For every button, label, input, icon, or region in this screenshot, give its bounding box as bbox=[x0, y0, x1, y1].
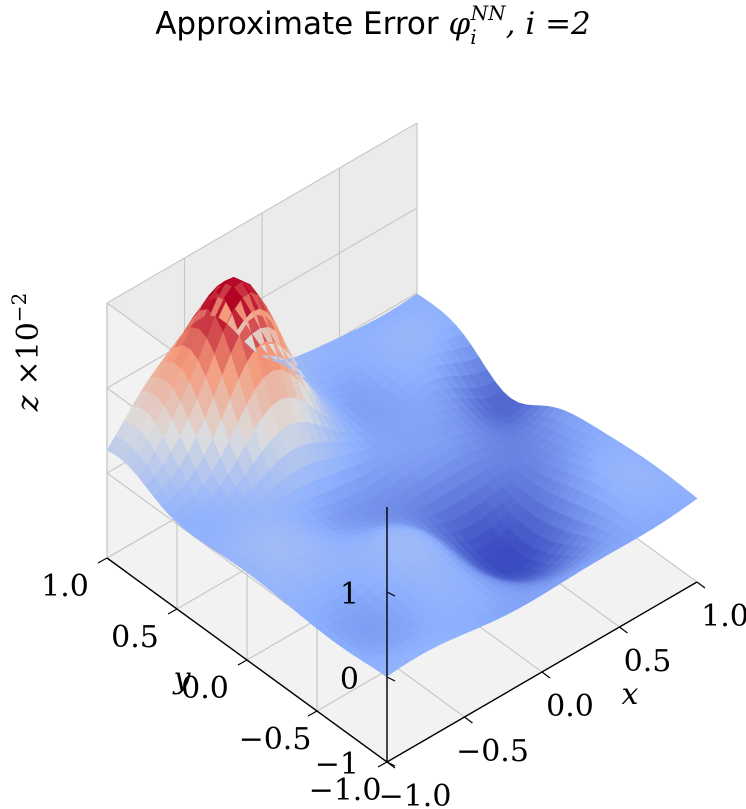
x-tick-label: 0.5 bbox=[624, 644, 672, 679]
z-axis-label: z ×10−2 bbox=[7, 293, 46, 413]
y-tick-label: 0.0 bbox=[181, 671, 229, 706]
error-surface bbox=[106, 276, 698, 677]
z-tick-label: 0 bbox=[340, 662, 359, 697]
z-tick-mark bbox=[386, 591, 396, 597]
y-tick-label: 1.0 bbox=[41, 569, 89, 604]
title-subscript: i bbox=[470, 25, 476, 49]
y-tick-mark bbox=[97, 557, 108, 564]
surface-patch bbox=[680, 491, 698, 506]
y-tick-label: 0.5 bbox=[111, 620, 159, 655]
title-text: Approximate Error bbox=[155, 6, 448, 42]
z-tick-label: −1 bbox=[315, 747, 359, 782]
chart-title: Approximate Error φiNN, i =2 bbox=[155, 1, 591, 49]
y-tick-label: −1.0 bbox=[309, 773, 382, 808]
z-axis-label-var: z bbox=[11, 395, 46, 412]
y-tick-mark bbox=[237, 659, 248, 666]
z-axis-label-mult: ×10 bbox=[11, 322, 46, 385]
tick-labels: −1.0−0.50.00.51.0−1.0−0.50.00.51.0−101 bbox=[41, 557, 746, 809]
y-tick-mark bbox=[377, 761, 388, 768]
x-tick-mark bbox=[541, 671, 551, 679]
y-axis-label: y bbox=[172, 661, 192, 696]
y-tick-mark bbox=[307, 710, 318, 717]
y-tick-mark bbox=[167, 608, 178, 615]
z-tick-mark bbox=[386, 676, 396, 682]
grid-line-z-wall bbox=[106, 122, 418, 304]
x-tick-mark bbox=[619, 626, 628, 634]
title-superscript: NN bbox=[470, 1, 508, 25]
x-tick-mark bbox=[696, 581, 706, 589]
z-tick-mark bbox=[386, 761, 396, 767]
title-suffix: , i =2 bbox=[506, 6, 591, 42]
title-symbol: φ bbox=[448, 6, 470, 42]
z-axis-label-exp: −2 bbox=[7, 293, 31, 322]
grid-line-z-wall bbox=[106, 207, 418, 389]
x-axis-label: x bbox=[622, 677, 639, 712]
x-tick-label: 0.0 bbox=[546, 689, 594, 724]
x-tick-mark bbox=[464, 716, 473, 724]
z-tick-label: 1 bbox=[340, 577, 359, 612]
x-tick-label: 1.0 bbox=[701, 599, 746, 634]
y-tick-label: −0.5 bbox=[239, 722, 312, 757]
x-tick-label: −1.0 bbox=[379, 779, 452, 809]
x-tick-label: −0.5 bbox=[456, 734, 529, 769]
